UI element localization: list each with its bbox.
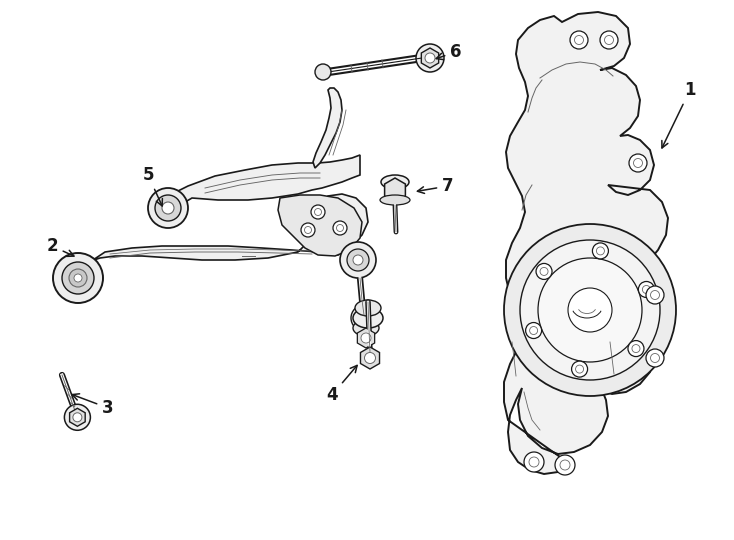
Text: 2: 2 xyxy=(46,237,74,256)
Circle shape xyxy=(592,243,608,259)
Polygon shape xyxy=(168,155,360,212)
Circle shape xyxy=(642,286,650,293)
Circle shape xyxy=(529,457,539,467)
Circle shape xyxy=(361,333,371,343)
Circle shape xyxy=(650,354,660,362)
Text: 6: 6 xyxy=(436,43,462,61)
Circle shape xyxy=(365,353,376,363)
Text: 4: 4 xyxy=(326,366,357,404)
Circle shape xyxy=(74,274,82,282)
Circle shape xyxy=(347,249,369,271)
Circle shape xyxy=(572,361,588,377)
Circle shape xyxy=(555,455,575,475)
Circle shape xyxy=(315,64,331,80)
Circle shape xyxy=(633,159,642,167)
Circle shape xyxy=(628,341,644,356)
Circle shape xyxy=(353,255,363,265)
Polygon shape xyxy=(504,12,668,474)
Circle shape xyxy=(650,291,660,300)
Circle shape xyxy=(530,327,537,334)
Circle shape xyxy=(148,188,188,228)
Circle shape xyxy=(575,365,584,373)
Circle shape xyxy=(162,202,174,214)
Circle shape xyxy=(53,253,103,303)
Circle shape xyxy=(560,460,570,470)
Circle shape xyxy=(65,404,90,430)
Ellipse shape xyxy=(353,320,379,336)
Text: 3: 3 xyxy=(72,394,114,417)
Polygon shape xyxy=(78,194,368,268)
Circle shape xyxy=(526,322,542,339)
Circle shape xyxy=(605,36,614,44)
Text: 7: 7 xyxy=(418,177,454,195)
Circle shape xyxy=(305,226,311,233)
Circle shape xyxy=(62,262,94,294)
Circle shape xyxy=(311,205,325,219)
Circle shape xyxy=(301,223,315,237)
Circle shape xyxy=(416,44,444,72)
Circle shape xyxy=(597,247,604,255)
Circle shape xyxy=(340,242,376,278)
Circle shape xyxy=(314,208,321,215)
Ellipse shape xyxy=(381,175,409,189)
Circle shape xyxy=(504,224,676,396)
Circle shape xyxy=(570,31,588,49)
Circle shape xyxy=(425,53,435,63)
Circle shape xyxy=(600,31,618,49)
Polygon shape xyxy=(360,347,379,369)
Text: 1: 1 xyxy=(662,81,696,148)
Polygon shape xyxy=(278,195,362,256)
Circle shape xyxy=(632,345,640,353)
Ellipse shape xyxy=(355,300,381,316)
Circle shape xyxy=(646,286,664,304)
Circle shape xyxy=(646,349,664,367)
Circle shape xyxy=(351,305,377,331)
Polygon shape xyxy=(385,178,405,202)
Text: 5: 5 xyxy=(142,166,162,206)
Ellipse shape xyxy=(380,195,410,205)
Circle shape xyxy=(333,221,347,235)
Circle shape xyxy=(629,154,647,172)
Circle shape xyxy=(540,267,548,275)
Polygon shape xyxy=(357,328,374,348)
Circle shape xyxy=(575,36,584,44)
Circle shape xyxy=(524,452,544,472)
Circle shape xyxy=(538,258,642,362)
Circle shape xyxy=(639,281,655,298)
Polygon shape xyxy=(70,408,85,426)
Circle shape xyxy=(336,225,344,232)
Circle shape xyxy=(520,240,660,380)
Circle shape xyxy=(155,195,181,221)
Polygon shape xyxy=(421,48,439,68)
Circle shape xyxy=(69,269,87,287)
Circle shape xyxy=(73,413,82,422)
Polygon shape xyxy=(313,88,342,168)
Circle shape xyxy=(536,264,552,279)
Circle shape xyxy=(568,288,612,332)
Ellipse shape xyxy=(353,308,383,328)
